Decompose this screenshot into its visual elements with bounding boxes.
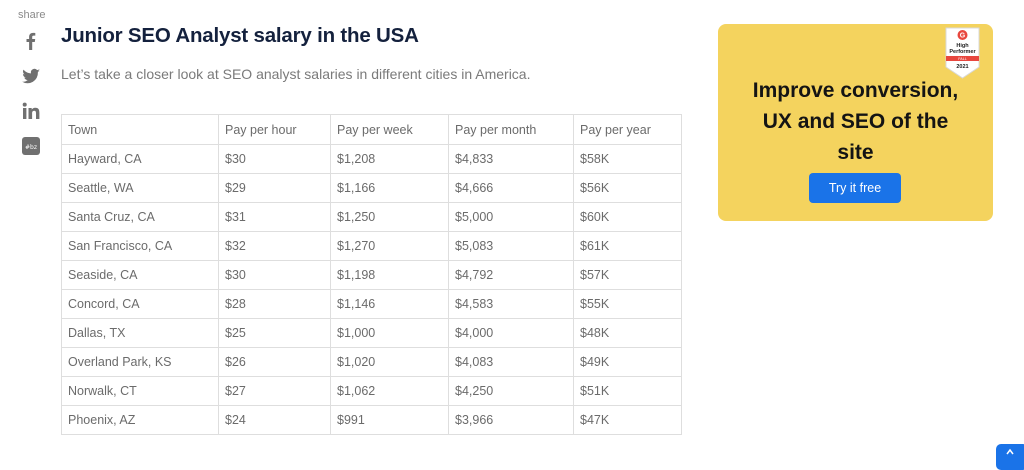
page-title: Junior SEO Analyst salary in the USA [61,24,419,47]
cell-pay-per-week: $1,000 [330,318,449,348]
badge-logo: G [960,33,966,40]
cell-pay-per-hour: $28 [218,289,331,319]
cell-pay-per-year: $61K [573,231,682,261]
cell-town: Santa Cruz, CA [61,202,219,232]
cell-pay-per-week: $1,208 [330,144,449,174]
header-town: Town [61,114,219,145]
table-row: Hayward, CA $30 $1,208 $4,833 $58K [61,144,682,174]
share-bar: share #bz [18,9,46,171]
promo-banner: G High Performer FALL 2021 Improve conve… [718,24,993,221]
social-icon[interactable]: #bz [21,136,41,156]
cell-pay-per-year: $58K [573,144,682,174]
cell-town: Seaside, CA [61,260,219,290]
cell-pay-per-week: $1,020 [330,347,449,377]
badge-season: FALL [958,57,966,61]
cell-pay-per-week: $1,146 [330,289,449,319]
promo-headline: Improve conversion, UX and SEO of the si… [718,75,993,168]
table-row: Norwalk, CT $27 $1,062 $4,250 $51K [61,376,682,406]
cell-pay-per-month: $5,083 [448,231,574,261]
table-row: Santa Cruz, CA $31 $1,250 $5,000 $60K [61,202,682,232]
table-row: Dallas, TX $25 $1,000 $4,000 $48K [61,318,682,348]
cell-pay-per-week: $991 [330,405,449,435]
cell-pay-per-year: $55K [573,289,682,319]
cell-pay-per-week: $1,166 [330,173,449,203]
table-row: Seaside, CA $30 $1,198 $4,792 $57K [61,260,682,290]
cell-town: Overland Park, KS [61,347,219,377]
cell-pay-per-hour: $30 [218,144,331,174]
cell-pay-per-hour: $26 [218,347,331,377]
chevron-up-icon [1006,448,1014,455]
cell-pay-per-month: $4,666 [448,173,574,203]
cell-town: Seattle, WA [61,173,219,203]
table-row: Concord, CA $28 $1,146 $4,583 $55K [61,289,682,319]
cell-pay-per-month: $5,000 [448,202,574,232]
cell-pay-per-week: $1,270 [330,231,449,261]
table-row: Phoenix, AZ $24 $991 $3,966 $47K [61,405,682,435]
table-header-row: Town Pay per hour Pay per week Pay per m… [61,114,682,145]
cell-pay-per-month: $4,792 [448,260,574,290]
cell-pay-per-year: $48K [573,318,682,348]
cell-pay-per-week: $1,062 [330,376,449,406]
cell-pay-per-month: $3,966 [448,405,574,435]
cell-pay-per-year: $56K [573,173,682,203]
facebook-icon[interactable] [21,31,41,51]
cell-pay-per-year: $60K [573,202,682,232]
cell-pay-per-hour: $31 [218,202,331,232]
badge-year: 2021 [956,64,968,70]
table-row: Overland Park, KS $26 $1,020 $4,083 $49K [61,347,682,377]
header-pay-per-year: Pay per year [573,114,682,145]
promo-line-3: site [837,141,874,164]
cell-pay-per-week: $1,250 [330,202,449,232]
cell-town: Concord, CA [61,289,219,319]
cell-pay-per-hour: $32 [218,231,331,261]
badge-line2: Performer [949,49,976,55]
header-pay-per-week: Pay per week [330,114,449,145]
cell-pay-per-hour: $24 [218,405,331,435]
share-label: share [18,9,46,21]
salary-table: Town Pay per hour Pay per week Pay per m… [61,114,682,435]
intro-text: Let’s take a closer look at SEO analyst … [61,66,531,82]
promo-line-2: UX and SEO of the [762,110,949,133]
cell-pay-per-week: $1,198 [330,260,449,290]
linkedin-icon[interactable] [21,101,41,121]
cell-town: Norwalk, CT [61,376,219,406]
twitter-icon[interactable] [21,66,41,86]
table-row: San Francisco, CA $32 $1,270 $5,083 $61K [61,231,682,261]
cell-pay-per-hour: $30 [218,260,331,290]
cell-town: San Francisco, CA [61,231,219,261]
cell-pay-per-month: $4,083 [448,347,574,377]
cell-pay-per-year: $57K [573,260,682,290]
scroll-up-button[interactable] [996,444,1024,470]
cell-pay-per-month: $4,000 [448,318,574,348]
badge-line1: High [956,43,969,49]
try-it-free-button[interactable]: Try it free [809,173,901,203]
cell-town: Hayward, CA [61,144,219,174]
g2-high-performer-badge: G High Performer FALL 2021 [942,27,983,79]
cell-pay-per-hour: $29 [218,173,331,203]
cell-town: Phoenix, AZ [61,405,219,435]
cell-town: Dallas, TX [61,318,219,348]
cell-pay-per-hour: $25 [218,318,331,348]
svg-text:#bz: #bz [25,144,37,151]
cell-pay-per-month: $4,833 [448,144,574,174]
table-row: Seattle, WA $29 $1,166 $4,666 $56K [61,173,682,203]
cell-pay-per-month: $4,583 [448,289,574,319]
cell-pay-per-year: $47K [573,405,682,435]
cell-pay-per-year: $51K [573,376,682,406]
cell-pay-per-month: $4,250 [448,376,574,406]
promo-line-1: Improve conversion, [752,79,959,102]
header-pay-per-month: Pay per month [448,114,574,145]
cell-pay-per-hour: $27 [218,376,331,406]
header-pay-per-hour: Pay per hour [218,114,331,145]
cell-pay-per-year: $49K [573,347,682,377]
